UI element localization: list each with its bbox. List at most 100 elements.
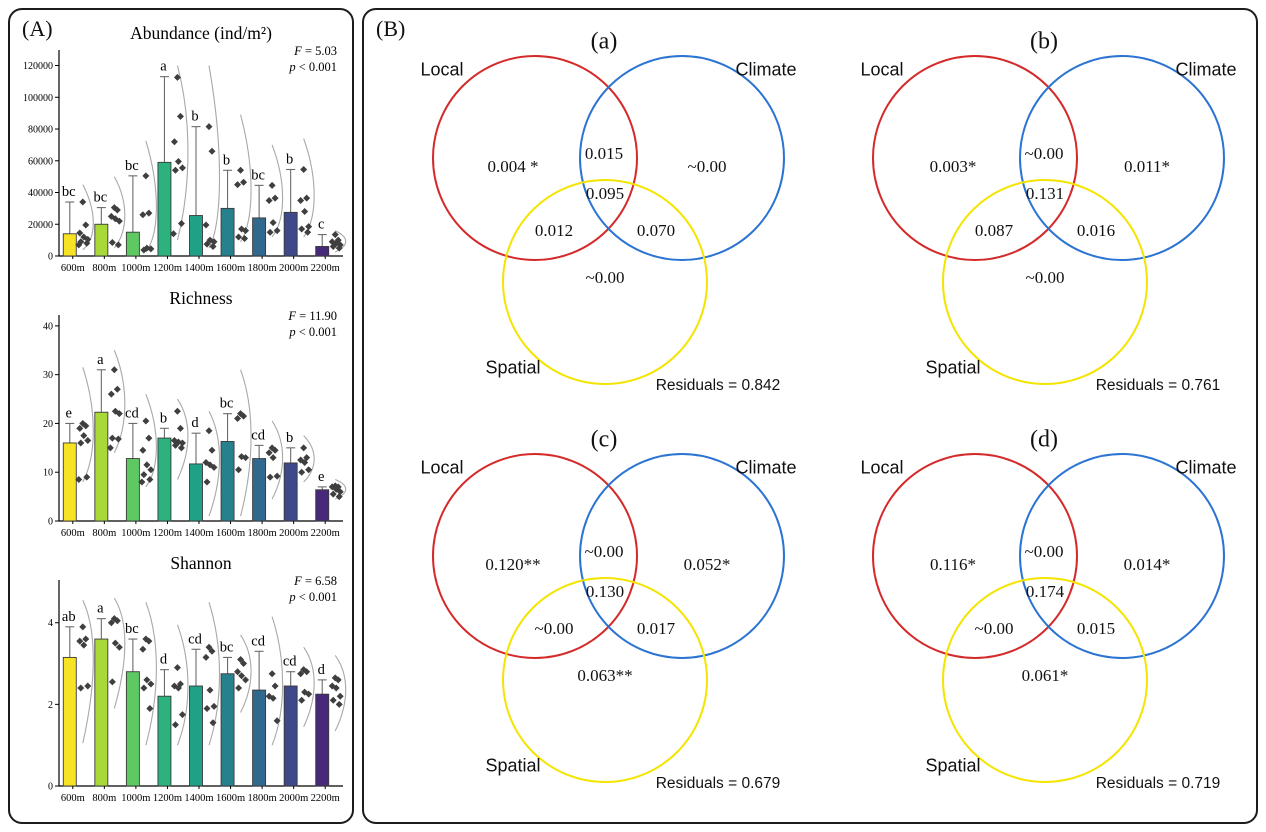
local-climate-spatial-value: 0.131 [1025,184,1065,203]
svg-text:p < 0.001: p < 0.001 [288,590,337,604]
spatial-circle [942,577,1148,783]
local-label: Local [860,457,904,478]
spatial-value: 0.061* [1021,666,1069,685]
climate-spatial-value: 0.016 [1076,221,1116,240]
svg-text:800m: 800m [92,528,116,539]
svg-text:b: b [223,152,230,168]
svg-text:e: e [66,405,72,421]
abundance-bar-chart: Abundance (ind/m²) F = 5.03 p < 0.001 0 2000… [23,23,347,274]
svg-text:Shannon: Shannon [170,553,232,573]
local-climate-spatial-value: 0.095 [585,184,625,203]
svg-text:2000m: 2000m [279,528,308,539]
venn-title: (c) [590,426,618,453]
svg-text:1400m: 1400m [184,528,213,539]
spatial-circle [942,179,1148,385]
svg-text:1200m: 1200m [153,528,182,539]
svg-text:p < 0.001: p < 0.001 [288,60,337,74]
svg-text:F = 6.58: F = 6.58 [293,574,337,588]
svg-text:bc: bc [220,639,234,655]
svg-text:40000: 40000 [28,188,53,199]
svg-text:1600m: 1600m [216,528,245,539]
svg-text:2000m: 2000m [279,263,308,274]
svg-text:1600m: 1600m [216,793,245,804]
local-value: 0.003* [929,157,977,176]
svg-text:1000m: 1000m [121,793,150,804]
svg-text:Abundance (ind/m²): Abundance (ind/m²) [130,23,272,43]
svg-text:cd: cd [251,633,265,649]
local-spatial-value: ~0.00 [534,619,574,638]
svg-text:b: b [160,410,167,426]
venn-diagram-d: (d) Local Climate Spatial 0.116* ~0.00 0… [810,418,1250,816]
climate-label: Climate [1175,59,1237,80]
local-value: 0.116* [929,555,977,574]
svg-text:40: 40 [43,321,53,332]
svg-text:1600m: 1600m [216,263,245,274]
spatial-label: Spatial [925,357,981,378]
panel-A: (A) Abundance (ind/m²) F = 5.03 p < 0.001 0… [8,8,354,824]
local-label: Local [860,59,904,80]
svg-text:d: d [318,662,326,678]
spatial-label: Spatial [925,755,981,776]
bar-charts: Abundance (ind/m²) F = 5.03 p < 0.001 0 2000… [13,22,349,817]
local-climate-value: ~0.00 [1024,144,1064,163]
climate-label: Climate [1175,457,1237,478]
svg-text:bc: bc [220,396,234,412]
local-label: Local [420,59,464,80]
climate-spatial-value: 0.070 [636,221,676,240]
svg-text:Richness: Richness [169,288,232,308]
panel-b-label: (B) [376,16,406,41]
local-spatial-value: 0.087 [974,221,1014,240]
local-value: 0.120** [485,555,541,574]
climate-value: 0.014* [1123,555,1171,574]
spatial-circle [502,577,708,783]
local-label: Local [420,457,464,478]
svg-text:bc: bc [93,190,107,206]
svg-text:cd: cd [188,631,202,647]
svg-text:a: a [160,59,167,75]
svg-text:d: d [160,652,168,668]
panel-B: (B) (a) Local Climate Spatial 0.004 * 0.… [362,8,1258,824]
svg-text:100000: 100000 [23,93,53,104]
local-climate-spatial-value: 0.174 [1025,582,1065,601]
spatial-label: Spatial [485,755,541,776]
local-climate-value: ~0.00 [1024,542,1064,561]
svg-text:a: a [97,352,104,368]
venn-diagram-a: (a) Local Climate Spatial 0.004 * 0.015 … [370,20,810,418]
spatial-value: 0.063** [577,666,633,685]
svg-text:bc: bc [125,158,139,174]
svg-text:20: 20 [43,419,53,430]
residuals-text: Residuals = 0.761 [1095,377,1221,394]
svg-text:d: d [191,415,199,431]
svg-text:1800m: 1800m [248,263,277,274]
svg-text:cd: cd [125,405,139,421]
svg-text:0: 0 [48,252,53,263]
svg-text:cd: cd [283,654,297,670]
residuals-text: Residuals = 0.679 [655,775,781,792]
svg-text:600m: 600m [61,793,85,804]
residuals-text: Residuals = 0.842 [655,377,781,394]
svg-text:1800m: 1800m [248,793,277,804]
svg-text:600m: 600m [61,263,85,274]
local-climate-value: ~0.00 [584,542,624,561]
venn-title: (a) [590,28,618,55]
spatial-value: ~0.00 [585,268,625,287]
svg-text:2200m: 2200m [311,263,340,274]
spatial-label: Spatial [485,357,541,378]
spatial-value: ~0.00 [1025,268,1065,287]
svg-text:1200m: 1200m [153,793,182,804]
spatial-circle [502,179,708,385]
svg-text:1400m: 1400m [184,793,213,804]
svg-text:bc: bc [251,167,265,183]
svg-text:1400m: 1400m [184,263,213,274]
svg-text:c: c [318,217,324,233]
svg-text:ab: ab [62,609,76,625]
svg-text:F = 11.90: F = 11.90 [287,309,337,323]
svg-text:bc: bc [62,184,76,200]
svg-text:0: 0 [48,517,53,528]
svg-text:800m: 800m [92,793,116,804]
svg-text:F = 5.03: F = 5.03 [293,44,337,58]
svg-text:20000: 20000 [28,220,53,231]
venn-diagram-b: (b) Local Climate Spatial 0.003* ~0.00 0… [810,20,1250,418]
svg-text:1200m: 1200m [153,263,182,274]
